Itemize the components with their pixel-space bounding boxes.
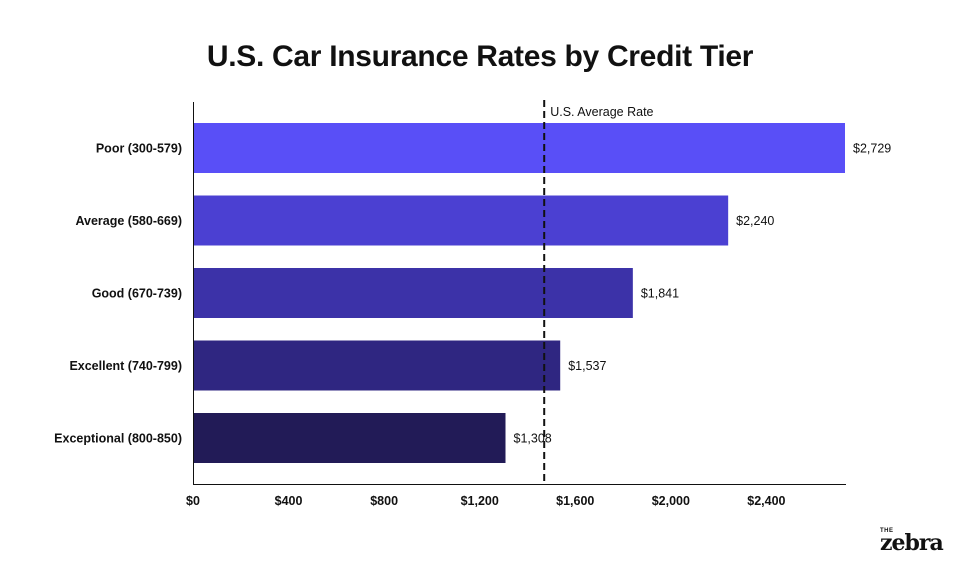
x-axis-ticks: $0 $400 $800 $1,200 $1,600 $2,000 $2,400 — [186, 494, 786, 508]
category-label: Exceptional (800-850) — [54, 432, 182, 446]
brand-logo-prefix: THE — [880, 528, 894, 534]
bar — [193, 123, 845, 173]
x-tick-label: $2,000 — [652, 494, 690, 508]
labels-layer: Poor (300-579) $2,729 Average (580-669) $2,… — [54, 142, 891, 446]
bars-layer — [193, 123, 845, 463]
brand-logo-name: zebra — [880, 530, 944, 556]
category-label: Average (580-669) — [75, 214, 182, 228]
value-label: $2,240 — [736, 214, 774, 228]
value-label: $1,841 — [641, 287, 679, 301]
category-label: Poor (300-579) — [96, 142, 182, 156]
x-tick-label: $1,200 — [461, 494, 499, 508]
x-tick-label: $800 — [370, 494, 398, 508]
reference-line-label: U.S. Average Rate — [550, 105, 653, 119]
bar — [193, 413, 506, 463]
category-label: Good (670-739) — [92, 287, 182, 301]
brand-logo: THE zebra — [880, 528, 960, 556]
bar — [193, 268, 633, 318]
x-tick-label: $1,600 — [556, 494, 594, 508]
bar — [193, 195, 729, 246]
x-tick-label: $400 — [275, 494, 303, 508]
value-label: $2,729 — [853, 142, 891, 156]
x-tick-label: $2,400 — [747, 494, 785, 508]
value-label: $1,308 — [514, 432, 552, 446]
value-label: $1,537 — [568, 359, 606, 373]
chart-title: U.S. Car Insurance Rates by Credit Tier — [206, 40, 754, 73]
reference-line-group: U.S. Average Rate — [543, 100, 654, 484]
category-label: Excellent (740-799) — [69, 359, 182, 373]
x-tick-label: $0 — [186, 494, 200, 508]
bar — [193, 340, 561, 391]
